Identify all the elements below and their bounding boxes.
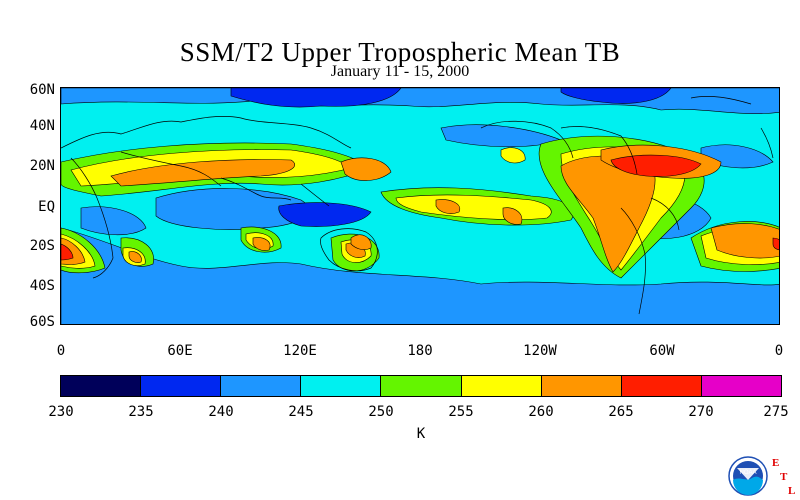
lon-label-0-left: 0 bbox=[56, 343, 66, 359]
colorbar-tick-240: 240 bbox=[208, 404, 234, 420]
lon-label-120e: 120E bbox=[283, 343, 317, 359]
lon-label-180: 180 bbox=[407, 343, 433, 359]
colorbar-swatch-230-235 bbox=[61, 376, 142, 396]
lon-label-0-right: 0 bbox=[774, 343, 784, 359]
colorbar-tick-265: 265 bbox=[608, 404, 634, 420]
colorbar-swatch-260-265 bbox=[541, 376, 622, 396]
colorbar-tick-245: 245 bbox=[288, 404, 314, 420]
etl-letter-e: E bbox=[772, 457, 779, 469]
colorbar-swatch-235-240 bbox=[141, 376, 222, 396]
colorbar-swatch-250-255 bbox=[381, 376, 462, 396]
lon-label-60w: 60W bbox=[649, 343, 675, 359]
colorbar-tick-230: 230 bbox=[48, 404, 74, 420]
colorbar-tick-270: 270 bbox=[688, 404, 714, 420]
lat-label-eq: EQ bbox=[38, 199, 55, 215]
colorbar-tick-235: 235 bbox=[128, 404, 154, 420]
lat-label-20n: 20N bbox=[29, 158, 55, 174]
colorbar-swatch-240-245 bbox=[221, 376, 302, 396]
lon-label-60e: 60E bbox=[167, 343, 193, 359]
temperature-map bbox=[60, 87, 780, 325]
etl-letter-t: T bbox=[780, 471, 788, 483]
map-subtitle: January 11 - 15, 2000 bbox=[330, 63, 470, 80]
etl-letter-l: L bbox=[788, 485, 795, 497]
map-title: SSM/T2 Upper Tropospheric Mean TB bbox=[179, 37, 621, 67]
colorbar-swatch-255-260 bbox=[461, 376, 542, 396]
temperature-map-graphic bbox=[61, 88, 779, 324]
colorbar-tick-255: 255 bbox=[448, 404, 474, 420]
colorbar-tick-275: 275 bbox=[763, 404, 789, 420]
lat-label-40s: 40S bbox=[29, 278, 55, 294]
noaa-etl-logo: NOAA E T L bbox=[728, 456, 795, 497]
colorbar-tick-250: 250 bbox=[368, 404, 394, 420]
lat-label-20s: 20S bbox=[29, 238, 55, 254]
lon-label-120w: 120W bbox=[523, 343, 557, 359]
colorbar-tick-260: 260 bbox=[528, 404, 554, 420]
lat-label-60s: 60S bbox=[29, 314, 55, 330]
colorbar-swatch-270-275 bbox=[701, 376, 781, 396]
colorbar-unit-label: K bbox=[416, 426, 426, 442]
lat-label-60n: 60N bbox=[29, 82, 55, 98]
color-scale-bar bbox=[60, 375, 782, 397]
noaa-text: NOAA bbox=[739, 470, 756, 476]
lat-label-40n: 40N bbox=[29, 118, 55, 134]
colorbar-swatch-265-270 bbox=[621, 376, 702, 396]
colorbar-swatch-245-250 bbox=[301, 376, 382, 396]
